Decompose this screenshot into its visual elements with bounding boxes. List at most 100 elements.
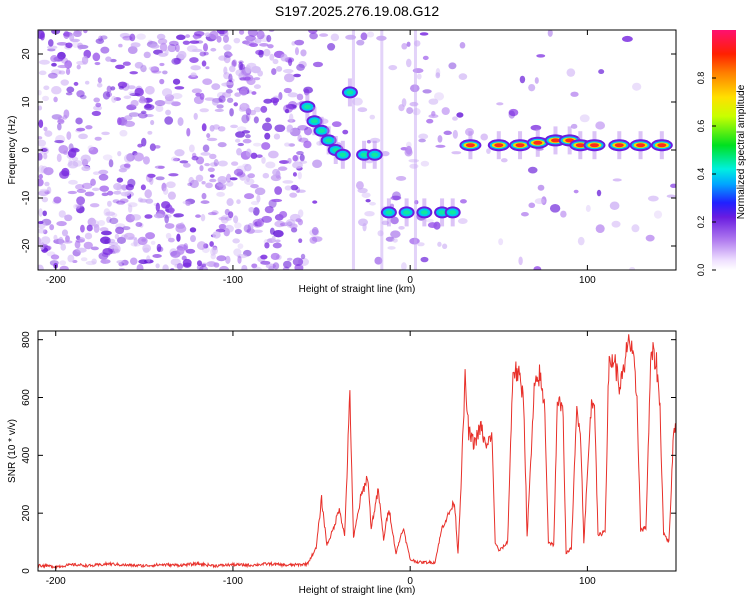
noise-blob <box>157 38 168 45</box>
noise-blob <box>218 216 228 221</box>
ridge-core <box>438 210 446 215</box>
noise-blob <box>76 64 81 70</box>
noise-blob <box>284 108 290 114</box>
noise-blob <box>292 257 304 267</box>
noise-blob <box>81 55 89 65</box>
ridge-core <box>325 138 333 143</box>
ridge-peak <box>494 143 504 148</box>
noise-blob <box>38 174 43 180</box>
ridge-peak <box>550 138 560 143</box>
noise-blob <box>418 138 426 143</box>
noise-blob <box>196 264 204 270</box>
snr-frame <box>37 330 677 572</box>
noise-blob <box>534 198 546 205</box>
noise-blob <box>183 243 189 252</box>
noise-blob <box>387 246 396 250</box>
noise-blob <box>220 214 229 224</box>
noise-blob <box>38 139 47 147</box>
noise-blob <box>56 41 68 46</box>
noise-blob <box>254 187 266 196</box>
noise-blob <box>251 91 257 95</box>
noise-blob <box>129 257 138 266</box>
noise-blob <box>222 34 230 43</box>
noise-blob <box>300 49 307 57</box>
noise-blob <box>67 254 75 263</box>
noise-blob <box>115 226 125 235</box>
noise-blob <box>249 109 257 116</box>
noise-blob <box>43 85 50 91</box>
noise-blob <box>245 65 252 74</box>
noise-blob <box>283 260 292 269</box>
noise-blob <box>175 223 186 229</box>
noise-blob <box>573 189 579 194</box>
noise-blob <box>205 66 210 70</box>
noise-blob <box>369 137 381 144</box>
noise-blob <box>390 216 399 225</box>
noise-blob <box>528 83 536 92</box>
noise-blob <box>206 133 211 139</box>
noise-blob <box>238 30 245 35</box>
noise-blob <box>342 129 349 135</box>
noise-blob <box>141 137 147 147</box>
noise-blob <box>408 158 420 163</box>
colorbar: 0.0 0.2 0.4 0.6 0.8 Normalized spectral ampl… <box>696 30 747 276</box>
noise-blob <box>201 192 207 200</box>
noise-blob <box>247 173 255 179</box>
noise-blob <box>114 233 120 240</box>
noise-blob <box>233 168 244 176</box>
noise-blob <box>104 238 111 245</box>
noise-blob <box>44 130 53 137</box>
noise-blob <box>43 153 48 160</box>
noise-blob <box>143 247 150 253</box>
noise-blob <box>289 113 294 123</box>
noise-blob <box>90 178 96 187</box>
noise-blob <box>171 57 181 65</box>
noise-blob <box>279 211 288 218</box>
noise-blob <box>145 232 156 240</box>
noise-blob <box>595 224 605 233</box>
noise-blob <box>137 143 143 148</box>
noise-blob <box>61 229 69 237</box>
noise-blob <box>145 173 153 183</box>
noise-blob <box>560 210 567 218</box>
noise-blob <box>226 181 234 187</box>
noise-blob <box>357 187 368 194</box>
spectrogram-x-tick-label: 100 <box>579 275 596 286</box>
noise-blob <box>533 266 542 270</box>
noise-blob <box>519 75 526 84</box>
snr-y-ticks: 0 200 400 600 800 <box>21 331 676 574</box>
noise-blob <box>214 108 224 112</box>
noise-blob <box>39 32 45 41</box>
noise-blob <box>175 43 180 53</box>
noise-blob <box>534 77 539 84</box>
noise-blob <box>155 104 164 113</box>
noise-blob <box>406 107 414 114</box>
noise-blob <box>38 236 42 246</box>
noise-blob <box>536 54 546 58</box>
noise-blob <box>195 214 201 218</box>
noise-blob <box>264 242 270 249</box>
noise-blob <box>199 51 207 57</box>
noise-blob <box>369 201 376 206</box>
noise-blob <box>38 119 44 129</box>
noise-blob <box>94 61 101 66</box>
noise-blob <box>419 32 429 36</box>
noise-blob <box>232 59 238 67</box>
noise-blob <box>241 114 250 124</box>
noise-blob <box>49 224 55 231</box>
noise-blob <box>167 191 176 200</box>
noise-blob <box>596 189 602 197</box>
noise-blob <box>122 61 131 66</box>
noise-blob <box>39 188 49 193</box>
noise-blob <box>127 178 136 188</box>
noise-blob <box>204 32 211 37</box>
noise-blob <box>299 153 305 162</box>
noise-blob <box>116 260 125 264</box>
noise-blob <box>437 241 442 247</box>
noise-blob <box>38 90 42 96</box>
noise-blob <box>428 98 439 105</box>
noise-blob <box>143 103 155 111</box>
noise-blob <box>202 78 213 86</box>
noise-blob <box>253 116 259 124</box>
noise-blob <box>155 176 165 181</box>
